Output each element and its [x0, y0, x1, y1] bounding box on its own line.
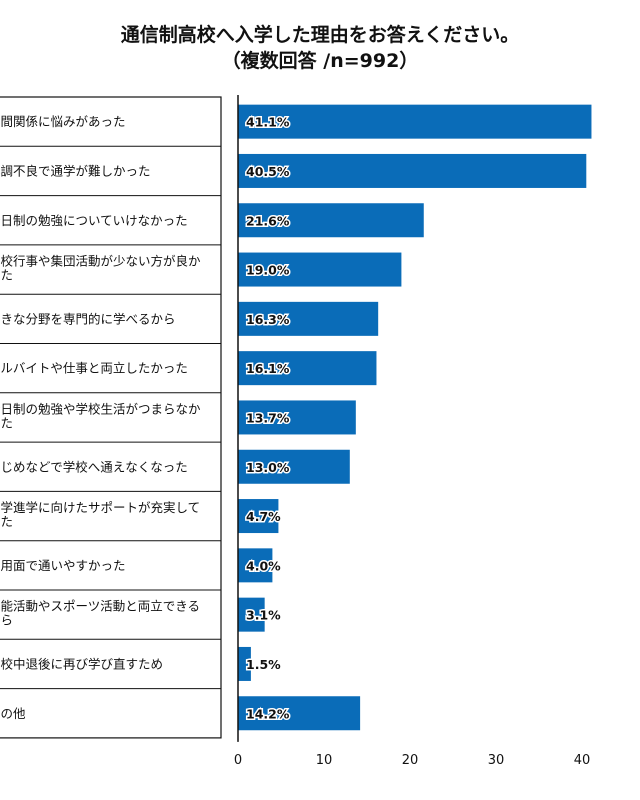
chart-subtitle: （複数回答 /n=992） — [221, 50, 419, 72]
x-tick-label: 20 — [402, 753, 419, 768]
bar — [238, 153, 587, 188]
bar — [238, 351, 377, 386]
category-label: 体調不良で通学が難しかった — [0, 163, 151, 178]
bar-value-label: 4.7% — [246, 509, 281, 524]
bar-value-label: 3.1% — [246, 608, 281, 623]
x-tick-label: 10 — [316, 753, 333, 768]
bar-value-label: 16.3% — [246, 312, 290, 327]
category-label: 芸能活動やスポーツ活動と両立できるから — [0, 599, 200, 628]
bar — [238, 252, 402, 287]
bar — [238, 104, 592, 139]
category-label: その他 — [0, 706, 26, 721]
category-label: 大学進学に向けたサポートが充実していた — [0, 500, 200, 529]
category-label: 高校中退後に再び学び直すため — [0, 656, 163, 671]
category-label-table: 人間関係に悩みがあった体調不良で通学が難しかった全日制の勉強についていけなかった… — [0, 96, 222, 739]
bar — [238, 597, 265, 632]
bar-value-label: 19.0% — [246, 263, 290, 278]
bar — [238, 499, 279, 534]
bar-value-label: 16.1% — [246, 361, 290, 376]
bar-value-label: 4.0% — [246, 558, 281, 573]
bar-value-label: 40.5% — [246, 164, 290, 179]
x-tick-label: 30 — [488, 753, 505, 768]
bar — [238, 203, 424, 238]
category-label: 人間関係に悩みがあった — [0, 114, 126, 129]
category-label: 全日制の勉強や学校生活がつまらなかった — [0, 401, 201, 430]
category-label: 学校行事や集団活動が少ない方が良かった — [0, 254, 201, 283]
x-tick-label: 0 — [234, 753, 242, 768]
category-label: 全日制の勉強についていけなかった — [0, 213, 188, 228]
bar-value-label: 13.0% — [246, 460, 290, 475]
category-label: 好きな分野を専門的に学べるから — [0, 311, 176, 326]
category-label: 費用面で通いやすかった — [0, 558, 126, 573]
label-table-border — [0, 96, 222, 739]
bar-value-label: 14.2% — [246, 706, 290, 721]
bar-value-label: 41.1% — [246, 115, 290, 130]
bar-value-label: 1.5% — [246, 657, 281, 672]
bar — [238, 548, 273, 583]
bar — [238, 301, 379, 336]
category-label: いじめなどで学校へ通えなくなった — [0, 459, 188, 474]
bars-group: 41.1% 40.5% 21.6% 19.0% 16.3% 16.1% 13.7% 13.0%… — [238, 104, 592, 731]
bar — [238, 449, 350, 484]
bar — [238, 400, 356, 435]
bar — [238, 696, 361, 731]
x-axis: 0 10 20 30 40 — [234, 95, 590, 768]
bar — [238, 646, 251, 681]
chart-title: 通信制高校へ入学した理由をお答えください。 — [120, 24, 520, 46]
category-label: アルバイトや仕事と両立したかった — [0, 361, 188, 376]
x-tick-label: 40 — [574, 753, 591, 768]
bar-value-label: 13.7% — [246, 410, 290, 425]
bar-value-label: 21.6% — [246, 213, 290, 228]
